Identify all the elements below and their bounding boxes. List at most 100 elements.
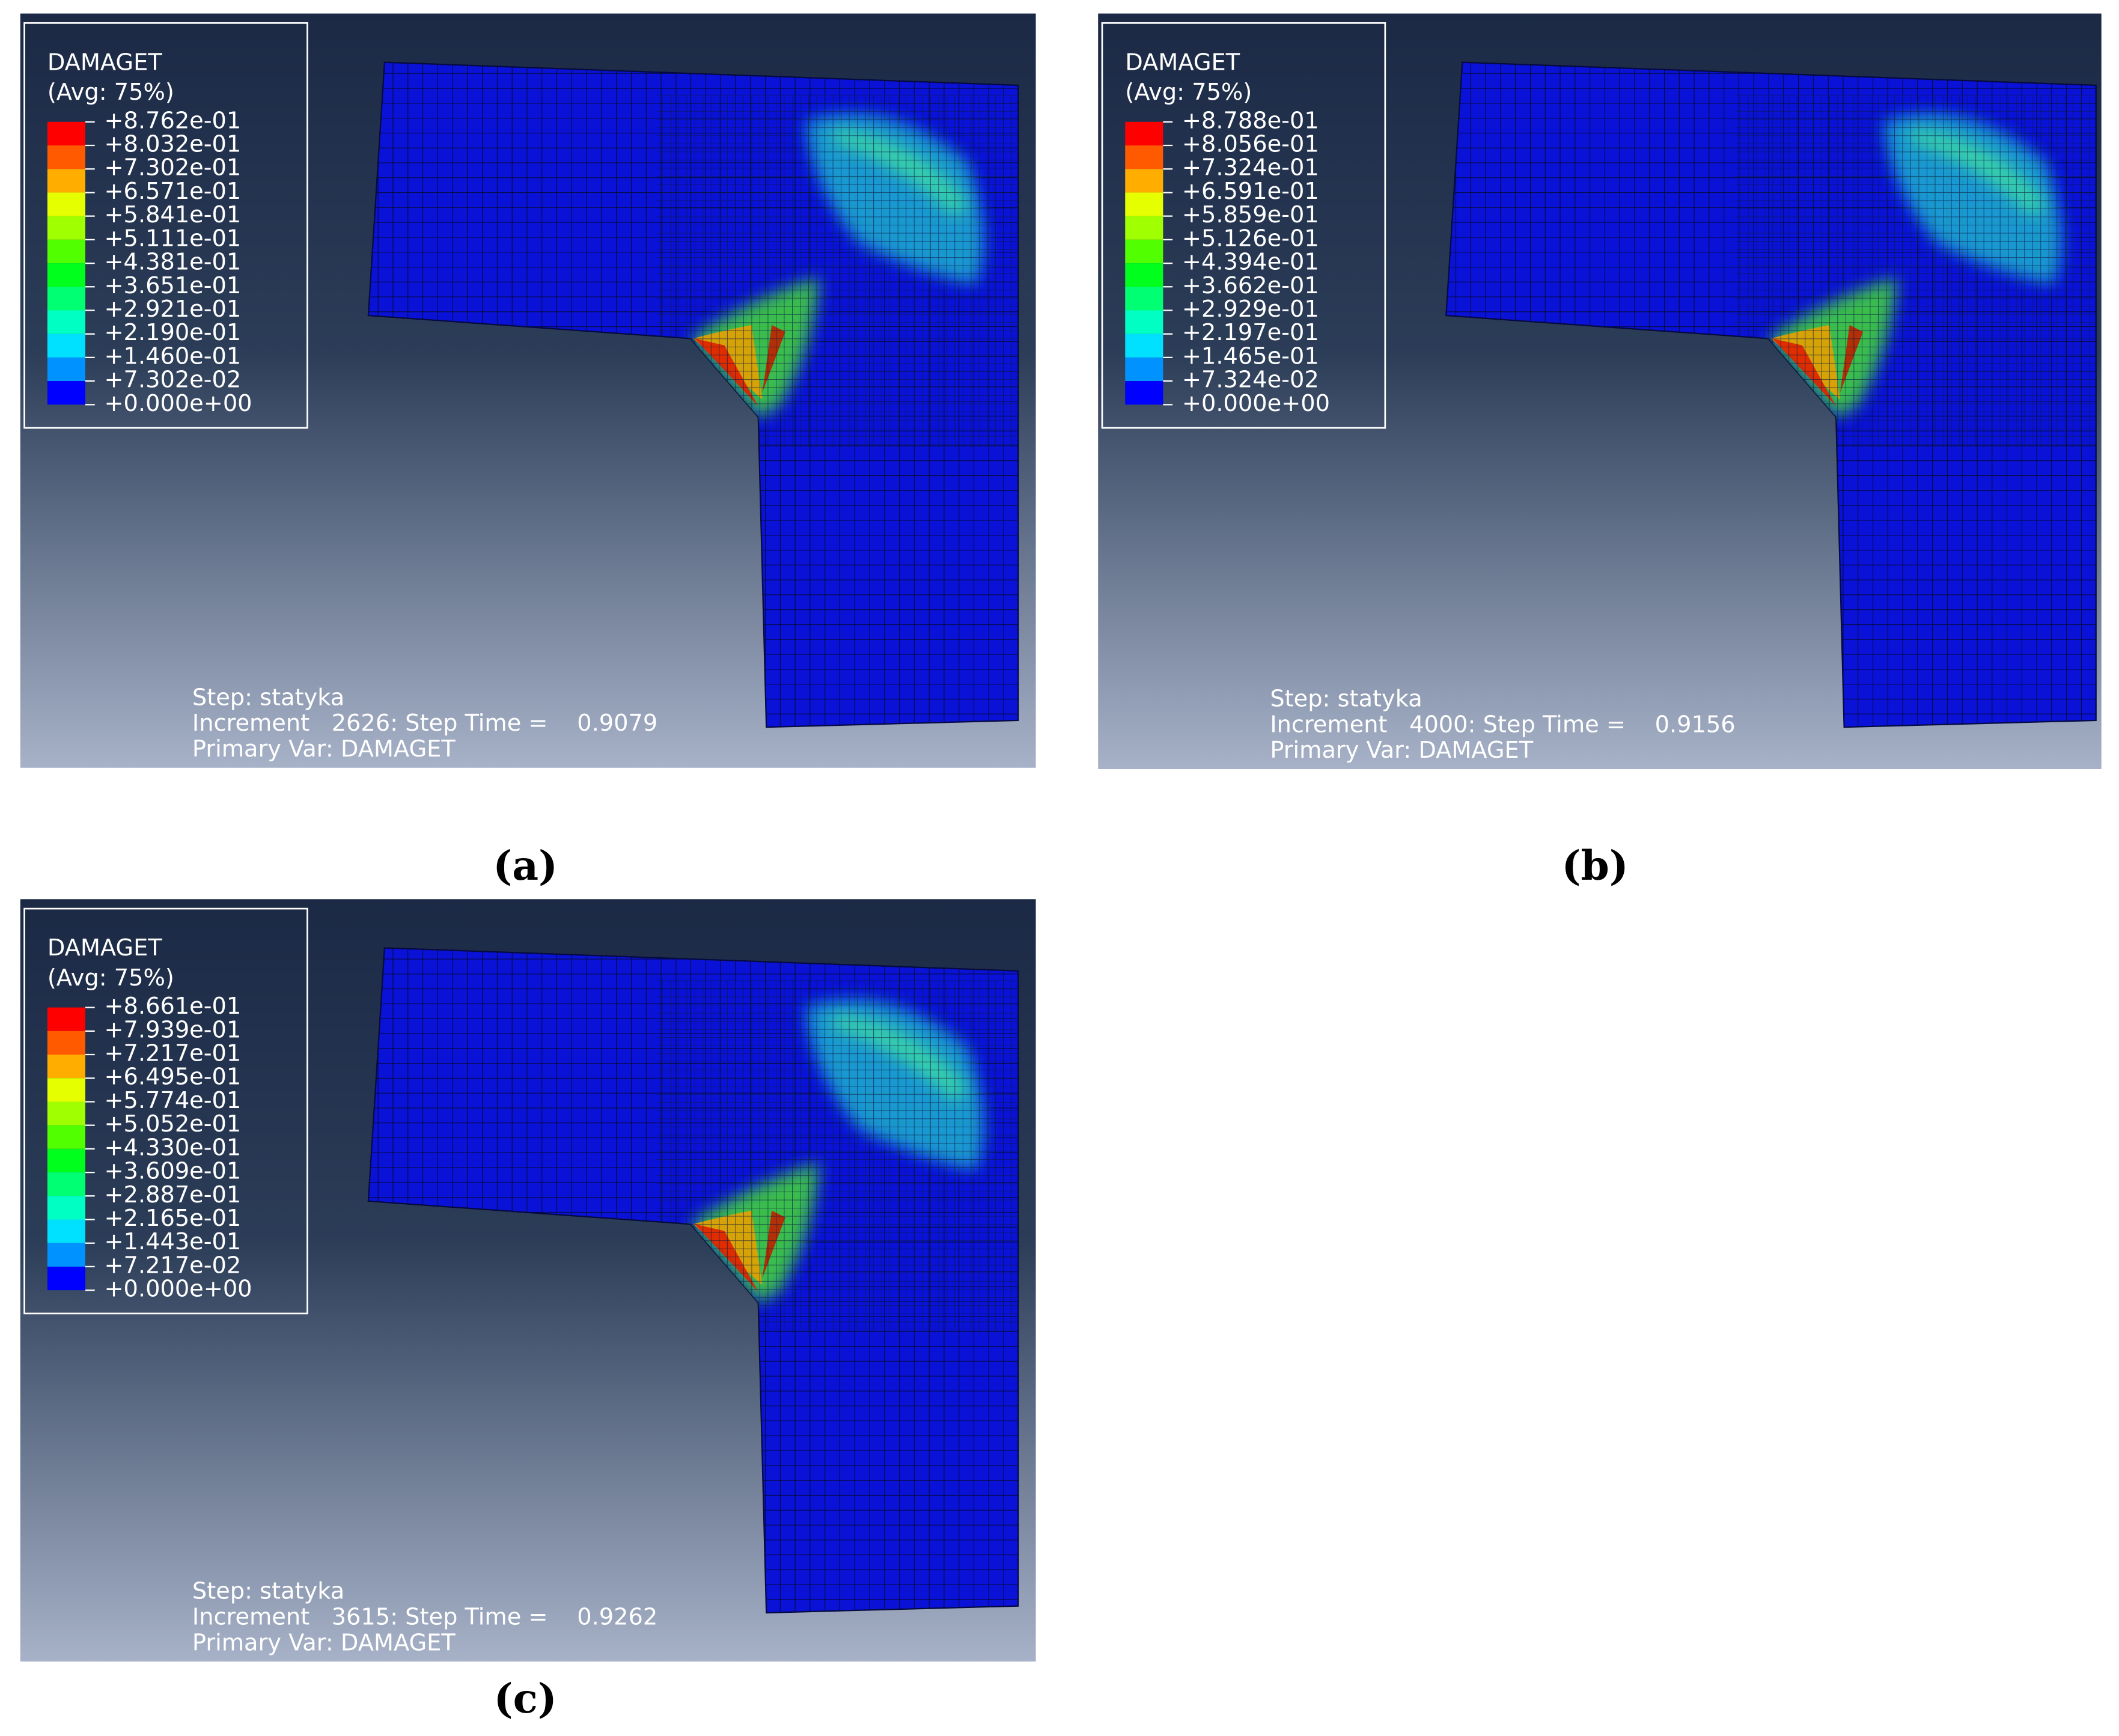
legend-label: +3.662e-01 (1182, 272, 1319, 299)
legend-swatch (47, 216, 85, 240)
legend-swatch (47, 1078, 85, 1102)
legend-label: +1.443e-01 (104, 1228, 241, 1255)
caption: (c) (494, 1675, 557, 1722)
legend-swatch (47, 1219, 85, 1243)
legend-swatch (47, 1031, 85, 1055)
primary-var-text: Primary Var: DAMAGET (192, 736, 456, 763)
legend-label: +6.591e-01 (1182, 178, 1319, 205)
legend-swatch (1125, 121, 1163, 146)
step-text: Step: statyka (192, 684, 344, 711)
legend-label: +8.788e-01 (1182, 107, 1319, 134)
legend-label: +6.495e-01 (104, 1064, 241, 1091)
legend-label: +3.651e-01 (104, 272, 241, 299)
legend-label: +5.841e-01 (104, 201, 241, 228)
increment-text: Increment 4000: Step Time = 0.9156 (1270, 711, 1735, 738)
legend-swatch (47, 1007, 85, 1031)
legend-subtitle: (Avg: 75%) (47, 79, 174, 106)
legend-swatch (1125, 145, 1163, 169)
legend-label: +1.460e-01 (104, 343, 241, 370)
legend-label: +0.000e+00 (104, 1276, 252, 1303)
primary-var-text: Primary Var: DAMAGET (192, 1629, 456, 1656)
legend-label: +7.302e-01 (104, 154, 241, 181)
legend-swatch (1125, 310, 1163, 334)
panel: DAMAGET(Avg: 75%)+8.762e-01+8.032e-01+7.… (20, 13, 1036, 768)
legend-label: +8.032e-01 (104, 131, 241, 158)
legend-label: +8.762e-01 (104, 107, 241, 134)
legend-swatch (47, 239, 85, 264)
legend-label: +8.056e-01 (1182, 131, 1319, 158)
legend-label: +7.217e-01 (104, 1040, 241, 1067)
damage-zone (656, 980, 1019, 1333)
legend-label: +2.887e-01 (104, 1181, 241, 1208)
legend-label: +2.929e-01 (1182, 296, 1319, 323)
legend-label: +7.324e-02 (1182, 367, 1319, 394)
legend-label: +7.302e-02 (104, 367, 241, 394)
legend-swatch (47, 169, 85, 193)
legend-label: +8.661e-01 (104, 993, 241, 1020)
legend-swatch (47, 333, 85, 358)
legend-title: DAMAGET (47, 934, 162, 961)
legend-subtitle: (Avg: 75%) (47, 964, 174, 991)
legend-swatch (47, 1148, 85, 1173)
legend-label: +3.609e-01 (104, 1158, 241, 1185)
legend-swatch (47, 310, 85, 334)
legend-swatch (47, 1125, 85, 1149)
legend-swatch (47, 1196, 85, 1220)
legend-label: +4.330e-01 (104, 1134, 241, 1161)
legend-swatch (1125, 357, 1163, 382)
legend-label: +5.052e-01 (104, 1110, 241, 1138)
legend-label: +2.197e-01 (1182, 319, 1319, 346)
legend-swatch (47, 121, 85, 146)
legend-swatch (1125, 381, 1163, 405)
legend-swatch (47, 357, 85, 382)
legend-swatch (47, 263, 85, 287)
legend-swatch (1125, 239, 1163, 264)
caption: (a) (493, 842, 558, 889)
legend-swatch (47, 1243, 85, 1267)
legend-label: +7.217e-02 (104, 1252, 241, 1279)
legend-swatch (1125, 192, 1163, 216)
legend-swatch (1125, 169, 1163, 193)
legend-label: +6.571e-01 (104, 178, 241, 205)
step-text: Step: statyka (1270, 686, 1422, 713)
legend-swatch (47, 1055, 85, 1079)
legend-title: DAMAGET (47, 49, 162, 76)
legend-label: +2.165e-01 (104, 1205, 241, 1232)
increment-text: Increment 3615: Step Time = 0.9262 (192, 1603, 657, 1630)
legend-swatch (47, 145, 85, 169)
legend-swatch (1125, 263, 1163, 287)
legend-swatch (47, 1172, 85, 1196)
legend-label: +4.394e-01 (1182, 249, 1319, 276)
caption: (b) (1561, 842, 1628, 889)
legend-label: +5.126e-01 (1182, 225, 1319, 252)
legend-swatch (1125, 216, 1163, 240)
panel: DAMAGET(Avg: 75%)+8.661e-01+7.939e-01+7.… (20, 899, 1036, 1662)
legend-label: +5.111e-01 (104, 225, 241, 252)
legend-swatch (1125, 287, 1163, 311)
legend-swatch (1125, 333, 1163, 358)
legend-swatch (47, 1266, 85, 1291)
legend-label: +4.381e-01 (104, 249, 241, 276)
legend-swatch (47, 1101, 85, 1125)
legend-label: +2.921e-01 (104, 296, 241, 323)
legend-swatch (47, 192, 85, 216)
legend-swatch (47, 381, 85, 405)
legend-box (23, 22, 308, 429)
step-text: Step: statyka (192, 1578, 344, 1605)
legend-swatch (47, 287, 85, 311)
increment-text: Increment 2626: Step Time = 0.9079 (192, 710, 657, 737)
legend-label: +7.939e-01 (104, 1016, 241, 1043)
legend-subtitle: (Avg: 75%) (1125, 79, 1252, 106)
legend-title: DAMAGET (1125, 49, 1240, 76)
legend-label: +0.000e+00 (1182, 390, 1330, 417)
legend-label: +2.190e-01 (104, 319, 241, 346)
legend-label: +7.324e-01 (1182, 154, 1319, 181)
legend-label: +5.859e-01 (1182, 201, 1319, 228)
legend-label: +5.774e-01 (104, 1087, 241, 1114)
panel: DAMAGET(Avg: 75%)+8.788e-01+8.056e-01+7.… (1098, 13, 2102, 769)
legend-label: +0.000e+00 (104, 390, 252, 417)
legend-label: +1.465e-01 (1182, 343, 1319, 370)
legend-box (23, 907, 308, 1315)
